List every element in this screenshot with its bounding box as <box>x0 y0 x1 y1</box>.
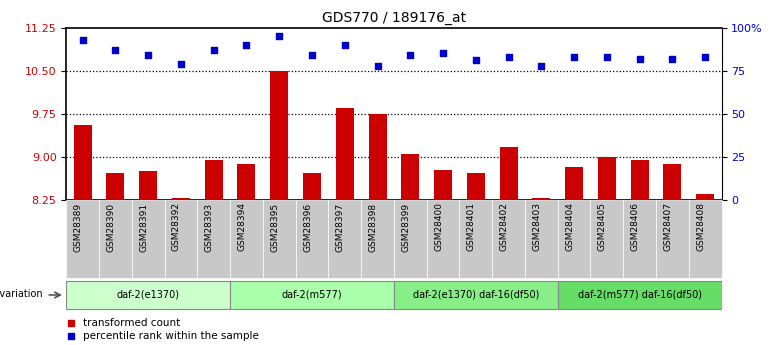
Bar <box>689 200 722 278</box>
Point <box>470 58 482 63</box>
Point <box>207 47 220 53</box>
Bar <box>459 200 492 278</box>
Bar <box>630 160 649 200</box>
Point <box>502 54 515 60</box>
Bar <box>597 157 616 200</box>
Point <box>404 52 417 58</box>
Bar <box>427 200 459 278</box>
Text: daf-2(e1370): daf-2(e1370) <box>117 289 179 299</box>
Bar <box>696 194 714 200</box>
Bar <box>132 200 165 278</box>
Text: GSM28398: GSM28398 <box>368 203 378 252</box>
Point <box>666 56 679 61</box>
Text: genotype/variation: genotype/variation <box>0 289 43 299</box>
Text: GSM28400: GSM28400 <box>434 203 443 252</box>
Text: GSM28393: GSM28393 <box>204 203 214 252</box>
Bar <box>565 167 583 200</box>
Text: GSM28389: GSM28389 <box>73 203 83 252</box>
Bar <box>230 200 263 278</box>
Point <box>339 42 351 48</box>
Bar <box>237 164 256 200</box>
Bar <box>434 170 452 200</box>
Text: GSM28403: GSM28403 <box>532 203 541 252</box>
Bar <box>335 108 354 200</box>
Bar <box>394 200 427 278</box>
Point <box>568 54 580 60</box>
Text: GSM28404: GSM28404 <box>565 203 574 251</box>
Bar <box>139 171 158 200</box>
Point <box>699 54 711 60</box>
Bar <box>296 200 328 278</box>
Point <box>76 37 89 42</box>
Point <box>306 52 318 58</box>
Text: GSM28390: GSM28390 <box>106 203 115 252</box>
Bar <box>532 198 551 200</box>
Bar <box>656 200 689 278</box>
Text: transformed count: transformed count <box>83 318 181 327</box>
Point <box>371 63 384 68</box>
Bar <box>590 200 623 278</box>
Bar <box>394 281 558 309</box>
Bar <box>623 200 656 278</box>
Text: GSM28396: GSM28396 <box>303 203 312 252</box>
Bar <box>230 281 394 309</box>
Bar <box>303 173 321 200</box>
Text: GSM28395: GSM28395 <box>270 203 279 252</box>
Bar <box>165 200 197 278</box>
Bar <box>328 200 361 278</box>
Bar <box>66 200 99 278</box>
Point <box>437 51 449 56</box>
Bar <box>204 160 223 200</box>
Bar <box>499 147 518 200</box>
Point <box>273 33 285 39</box>
Text: GSM28407: GSM28407 <box>663 203 672 252</box>
Bar <box>368 114 387 200</box>
Point <box>633 56 646 61</box>
Bar <box>492 200 525 278</box>
Point <box>535 63 548 68</box>
Bar <box>66 281 230 309</box>
Text: GSM28391: GSM28391 <box>139 203 148 252</box>
Text: daf-2(e1370) daf-16(df50): daf-2(e1370) daf-16(df50) <box>413 289 539 299</box>
Point <box>142 52 154 58</box>
Text: GSM28406: GSM28406 <box>630 203 640 252</box>
Text: GSM28408: GSM28408 <box>696 203 705 252</box>
Text: daf-2(m577): daf-2(m577) <box>282 289 342 299</box>
Title: GDS770 / 189176_at: GDS770 / 189176_at <box>322 11 466 25</box>
Text: GSM28392: GSM28392 <box>172 203 181 252</box>
Text: GSM28401: GSM28401 <box>466 203 476 252</box>
Bar <box>172 198 190 200</box>
Text: GSM28402: GSM28402 <box>499 203 509 251</box>
Bar <box>106 173 125 200</box>
Bar <box>73 125 92 200</box>
Bar <box>525 200 558 278</box>
Bar <box>401 154 420 200</box>
Text: daf-2(m577) daf-16(df50): daf-2(m577) daf-16(df50) <box>578 289 701 299</box>
Bar <box>361 200 394 278</box>
Text: GSM28397: GSM28397 <box>335 203 345 252</box>
Bar <box>558 200 590 278</box>
Text: percentile rank within the sample: percentile rank within the sample <box>83 332 259 341</box>
Point <box>109 47 122 53</box>
Point <box>240 42 253 48</box>
Text: GSM28399: GSM28399 <box>401 203 410 252</box>
Bar <box>558 281 722 309</box>
Point <box>601 54 613 60</box>
Bar <box>270 71 289 200</box>
Bar <box>99 200 132 278</box>
Text: GSM28405: GSM28405 <box>597 203 607 252</box>
Bar <box>197 200 230 278</box>
Bar <box>663 164 682 200</box>
Bar <box>466 173 485 200</box>
Point <box>175 61 187 67</box>
Bar <box>263 200 296 278</box>
Text: GSM28394: GSM28394 <box>237 203 246 252</box>
